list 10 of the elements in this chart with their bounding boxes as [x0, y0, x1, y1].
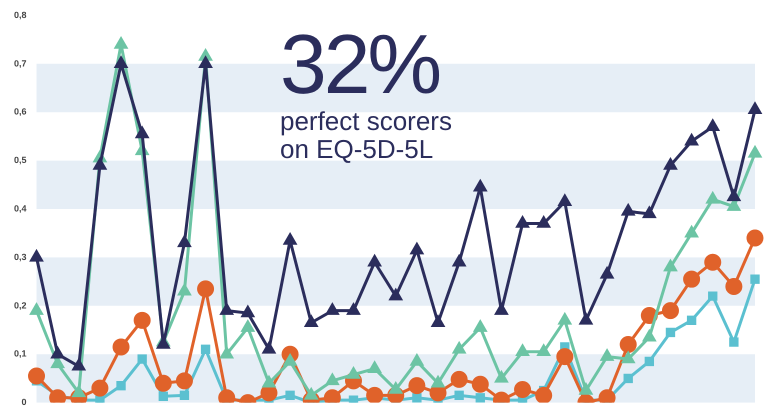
y-tick-label: 0: [21, 397, 27, 408]
annotation: on EQ-5D-5L: [280, 134, 434, 164]
y-tick-label: 0,2: [14, 300, 27, 310]
y-tick-label: 0,7: [14, 58, 27, 68]
y-tick-label: 0,6: [14, 106, 27, 117]
y-tick-label: 0,8: [14, 10, 27, 20]
y-tick-label: 0,4: [14, 203, 27, 214]
y-tick-label: 0,5: [14, 155, 27, 166]
y-tick-label: 0,1: [14, 348, 27, 359]
y-tick-label: 0,3: [14, 252, 27, 262]
